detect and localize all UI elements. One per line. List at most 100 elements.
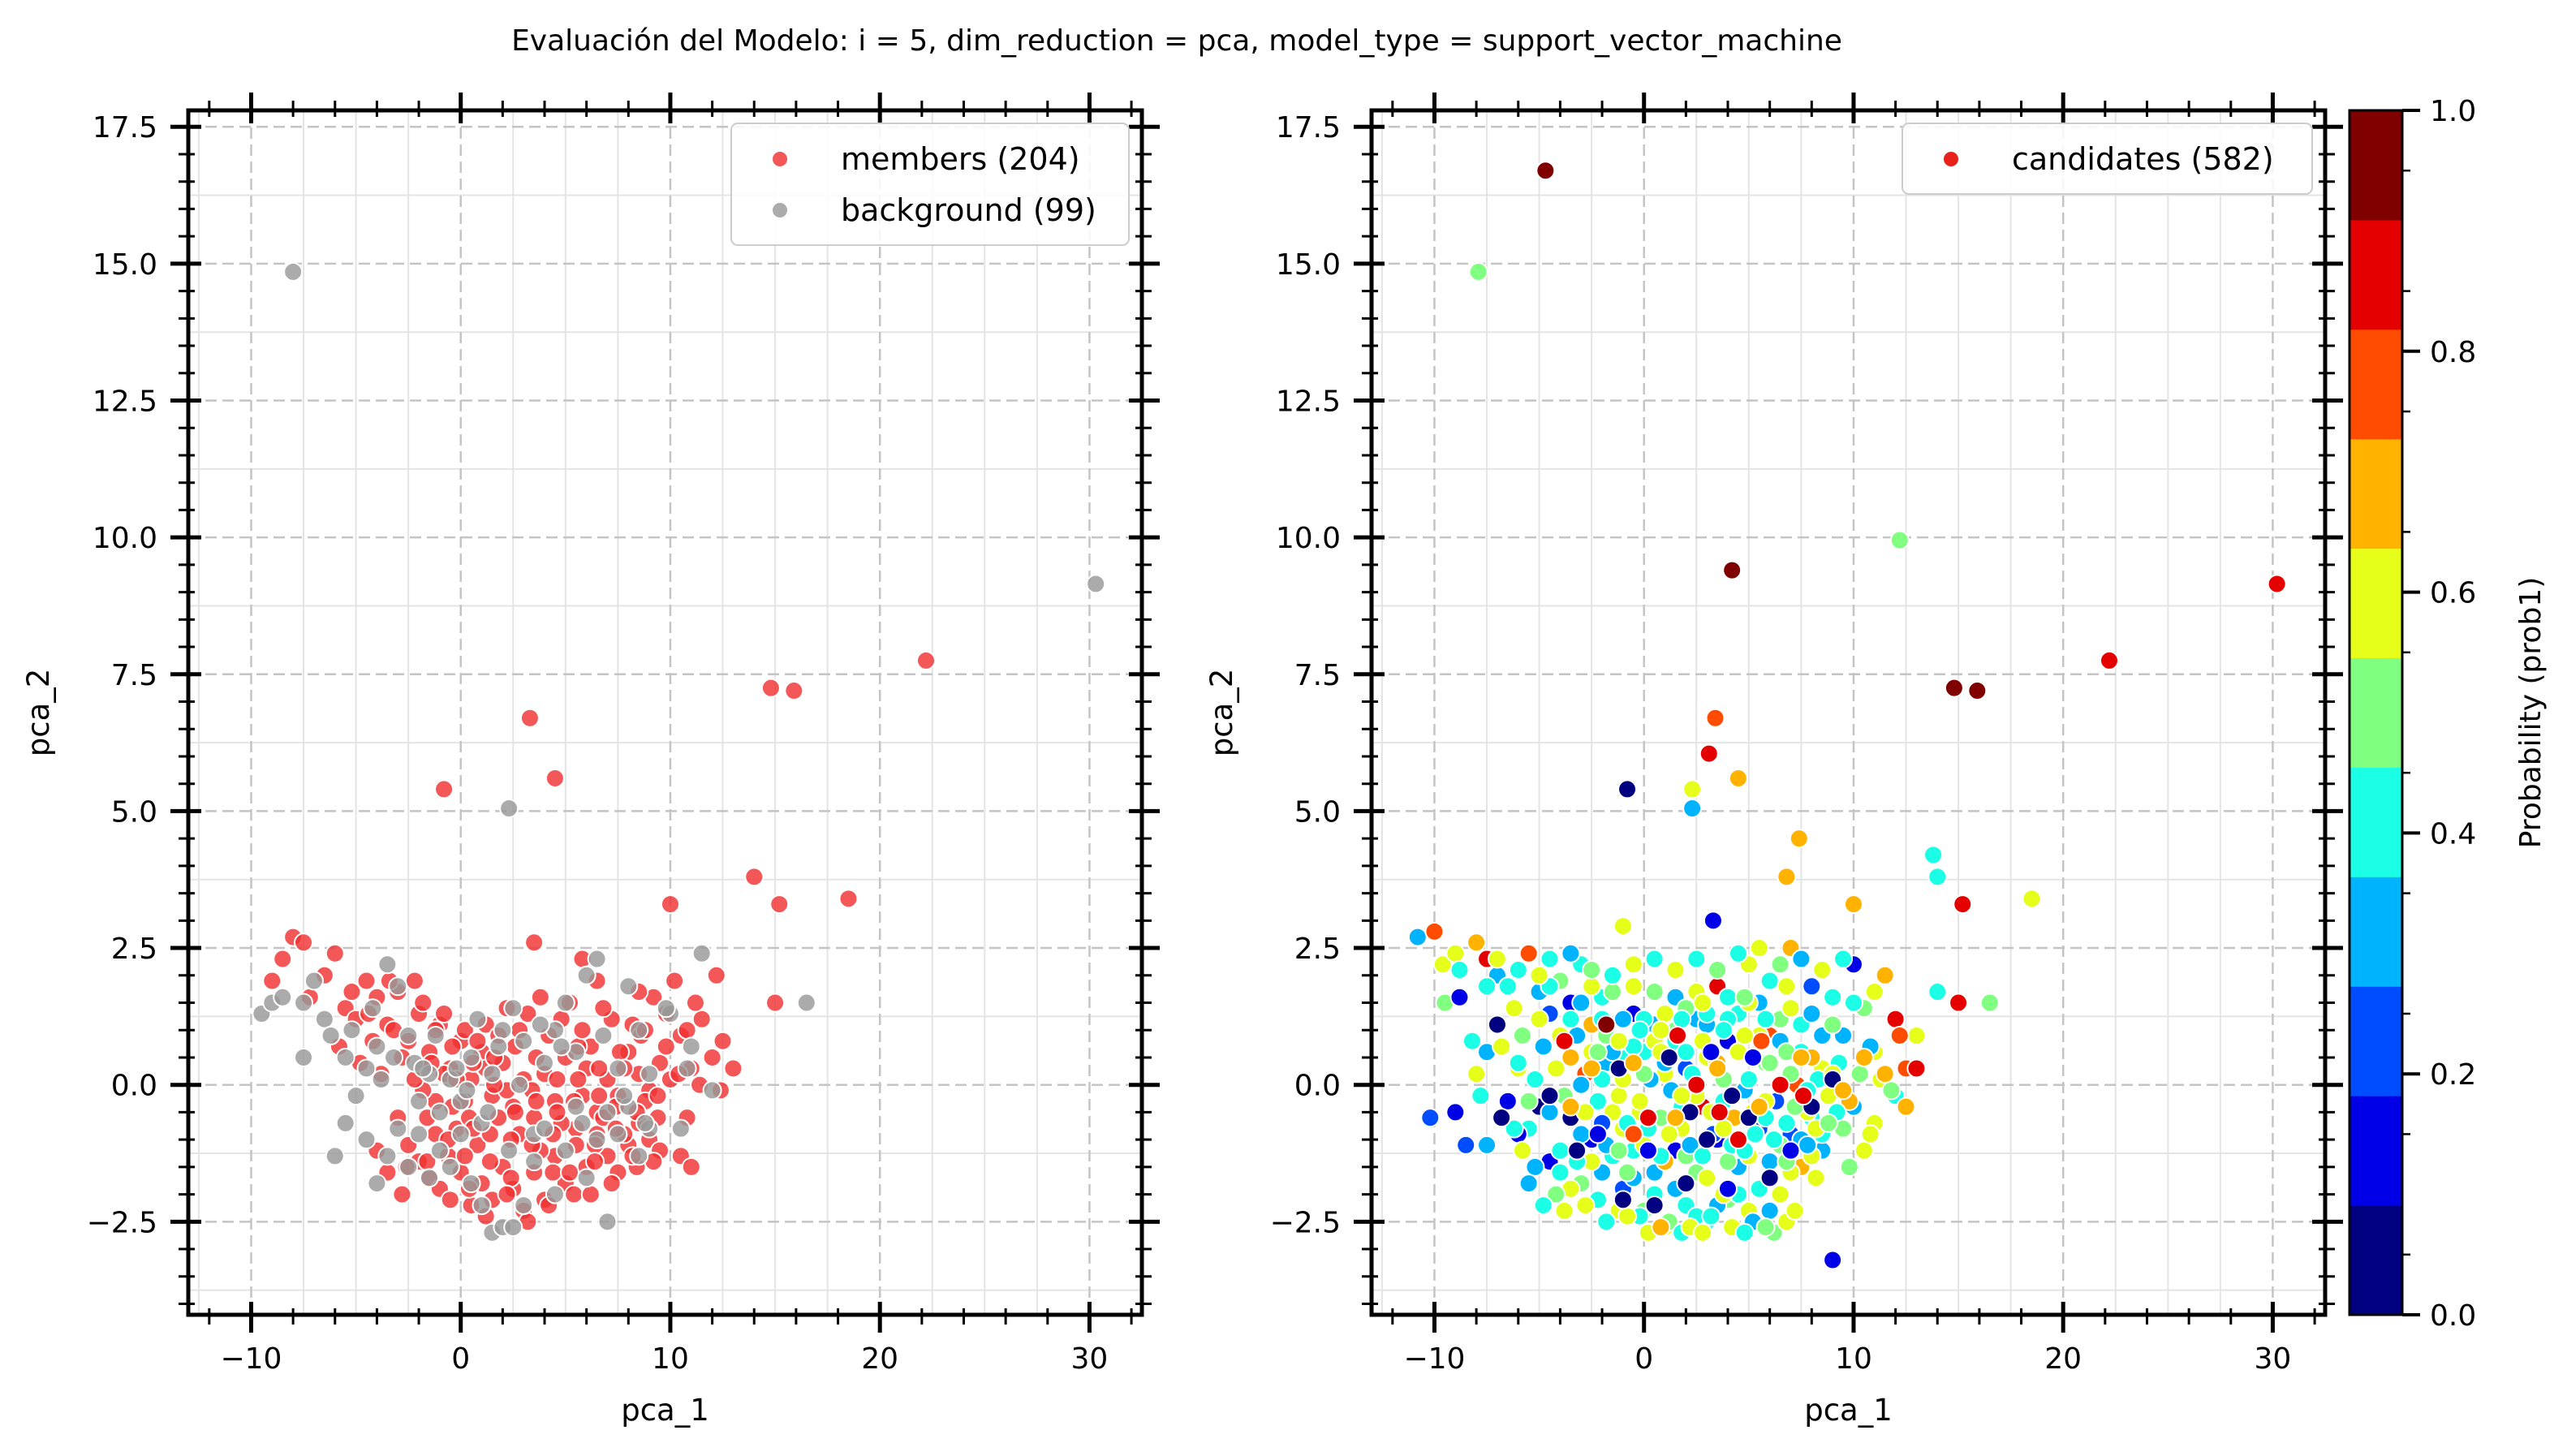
data-point	[564, 1184, 584, 1204]
y-tick-label: 7.5	[1294, 659, 1341, 692]
x-tick-label: 30	[1071, 1342, 1109, 1376]
data-point	[1734, 1025, 1755, 1045]
y-tick-label: 2.5	[1294, 933, 1341, 966]
y-tick-label: 15.0	[1276, 248, 1341, 282]
x-axis-label: pca_1	[1804, 1393, 1893, 1428]
data-point	[480, 1152, 500, 1172]
data-point	[478, 1102, 498, 1122]
data-point	[1487, 1014, 1507, 1035]
data-point	[1508, 960, 1528, 980]
data-point	[342, 982, 362, 1002]
data-point	[1728, 768, 1748, 788]
data-point	[1759, 1200, 1780, 1221]
data-point	[526, 1091, 546, 1111]
data-point	[1525, 1069, 1545, 1089]
data-point	[629, 1146, 649, 1166]
data-point	[519, 708, 540, 728]
data-point	[597, 1102, 618, 1122]
data-point	[1540, 1086, 1560, 1106]
y-tick-label: 7.5	[111, 659, 157, 692]
data-point	[1623, 1124, 1643, 1144]
data-point	[1967, 681, 1988, 701]
data-point	[1467, 1064, 1487, 1084]
y-tick-label: 17.5	[93, 111, 157, 144]
data-point	[670, 1118, 691, 1139]
data-point	[1546, 1184, 1566, 1204]
data-point	[744, 867, 765, 887]
data-point	[1668, 1025, 1688, 1045]
data-point	[1854, 1140, 1874, 1161]
data-point	[1693, 1222, 1713, 1243]
series-0	[1407, 161, 2287, 1270]
data-point	[1823, 1014, 1843, 1035]
legend-box	[730, 123, 1130, 246]
y-tick-label: 0.0	[1294, 1070, 1341, 1103]
data-point	[1770, 954, 1790, 975]
data-point	[514, 1195, 534, 1216]
data-point	[1743, 1047, 1763, 1067]
data-point	[681, 1157, 701, 1177]
data-point	[1777, 1113, 1797, 1133]
data-point	[1708, 960, 1728, 980]
data-point	[1806, 1168, 1826, 1188]
data-point	[576, 1168, 597, 1188]
data-point	[1759, 971, 1780, 991]
data-point	[489, 1036, 509, 1057]
y-tick-label: −2.5	[1270, 1206, 1341, 1239]
data-point	[685, 993, 705, 1013]
x-axis-label: pca_1	[621, 1393, 709, 1428]
data-point	[547, 1102, 567, 1122]
colorbar-tick-label: 0.8	[2430, 336, 2476, 369]
data-point	[838, 889, 859, 909]
data-point	[1540, 1102, 1560, 1122]
data-point	[1540, 949, 1560, 969]
data-point	[1979, 993, 2000, 1013]
data-point	[1492, 1108, 1512, 1128]
data-point	[1554, 1200, 1574, 1221]
data-point	[434, 779, 454, 799]
data-point	[1630, 1091, 1650, 1111]
data-point	[1686, 1075, 1707, 1095]
data-point	[1789, 829, 1809, 849]
figure-title: Evaluación del Modelo: i = 5, dim_reduct…	[511, 24, 1842, 58]
x-tick-label: −10	[1403, 1342, 1465, 1376]
colorbar-tick-label: 0.2	[2430, 1058, 2476, 1092]
data-point	[584, 1152, 605, 1172]
data-point	[1407, 927, 1428, 947]
data-point	[472, 1195, 492, 1216]
data-point	[1492, 1036, 1512, 1057]
data-point	[572, 1113, 592, 1133]
data-point	[440, 1157, 460, 1177]
data-point	[665, 971, 685, 991]
data-point	[593, 998, 614, 1019]
data-point	[580, 1184, 601, 1204]
data-point	[1718, 1152, 1738, 1172]
data-point	[1791, 1047, 1811, 1067]
data-point	[1708, 1058, 1728, 1079]
data-point	[543, 1162, 563, 1182]
data-point	[1764, 1130, 1784, 1150]
data-point	[1953, 894, 1973, 915]
y-tick-label: −2.5	[87, 1206, 157, 1239]
data-point	[1949, 993, 1969, 1013]
data-point	[568, 1069, 588, 1089]
data-point	[1833, 1080, 1854, 1101]
data-point	[1659, 1047, 1679, 1067]
data-point	[1518, 1174, 1539, 1194]
y-tick-label: 10.0	[1276, 522, 1341, 555]
data-point	[482, 1064, 502, 1084]
data-point	[1839, 1157, 1859, 1177]
data-point	[1770, 1184, 1790, 1204]
data-point	[1550, 1162, 1570, 1182]
data-point	[1728, 943, 1748, 963]
colorbar-label: Probability (prob1)	[2514, 577, 2548, 848]
members-scatter-panel: −10 0 10 20 30 −2.5 0.0 2.5 5.0 7.5 10.0 12.5 15.0 17…	[21, 93, 1160, 1428]
data-point	[1449, 987, 1470, 1007]
data-point	[1571, 993, 1591, 1013]
colorbar-segment	[2349, 986, 2402, 1096]
data-point	[454, 1146, 475, 1166]
data-point	[555, 1140, 575, 1161]
data-point	[614, 1086, 635, 1106]
data-point	[656, 998, 676, 1019]
data-point	[1906, 1025, 1927, 1045]
